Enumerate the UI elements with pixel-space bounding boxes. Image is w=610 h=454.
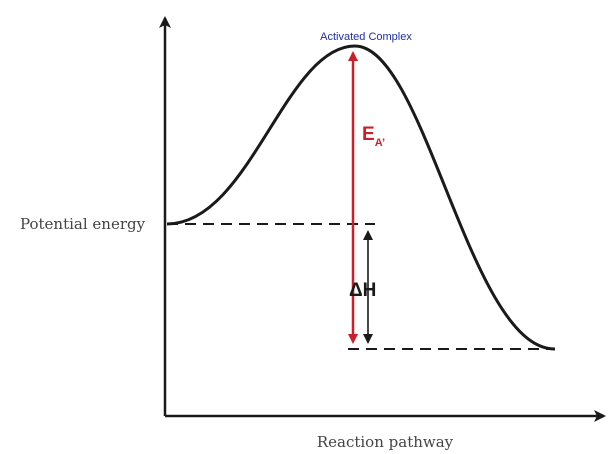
activation-energy-subscript: A’ — [375, 137, 385, 149]
y-axis-label: Potential energy — [20, 215, 146, 233]
activation-energy-label: EA’ — [362, 124, 385, 149]
x-axis-label: Reaction pathway — [317, 433, 454, 451]
enthalpy-label: ΔH — [349, 280, 376, 301]
peak-label: Activated Complex — [320, 31, 412, 43]
energy-curve — [166, 44, 556, 351]
activation-energy-symbol: E — [362, 124, 375, 145]
